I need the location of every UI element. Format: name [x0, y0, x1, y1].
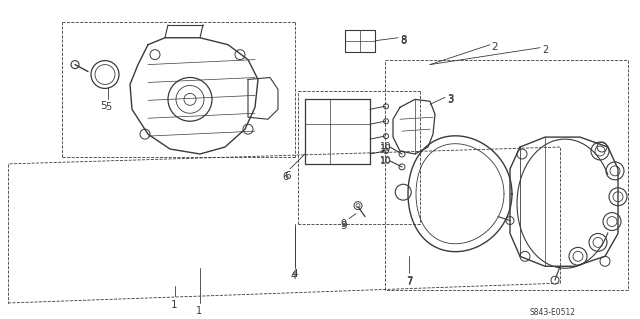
Text: 2: 2 [542, 45, 548, 55]
Text: 6: 6 [282, 172, 288, 182]
Text: 5: 5 [105, 102, 111, 112]
Text: 4: 4 [291, 271, 297, 281]
Text: 1: 1 [171, 300, 178, 310]
Text: 10: 10 [380, 144, 392, 153]
Text: 5: 5 [100, 101, 107, 111]
Text: 7: 7 [406, 277, 413, 287]
Text: 2: 2 [491, 42, 498, 52]
Text: S843-E0512: S843-E0512 [530, 308, 576, 317]
Text: 6: 6 [284, 171, 291, 181]
Text: 8: 8 [400, 36, 406, 46]
Text: 1: 1 [196, 306, 202, 316]
Text: 10: 10 [380, 157, 392, 166]
Text: 9: 9 [340, 219, 346, 229]
Text: 4: 4 [291, 269, 298, 279]
Text: 10: 10 [380, 142, 392, 151]
Text: 10: 10 [380, 156, 392, 165]
Text: 8: 8 [400, 35, 406, 45]
Text: 3: 3 [447, 94, 454, 104]
Text: 3: 3 [447, 95, 453, 105]
Text: 7: 7 [406, 276, 412, 286]
Text: 9: 9 [340, 220, 347, 231]
